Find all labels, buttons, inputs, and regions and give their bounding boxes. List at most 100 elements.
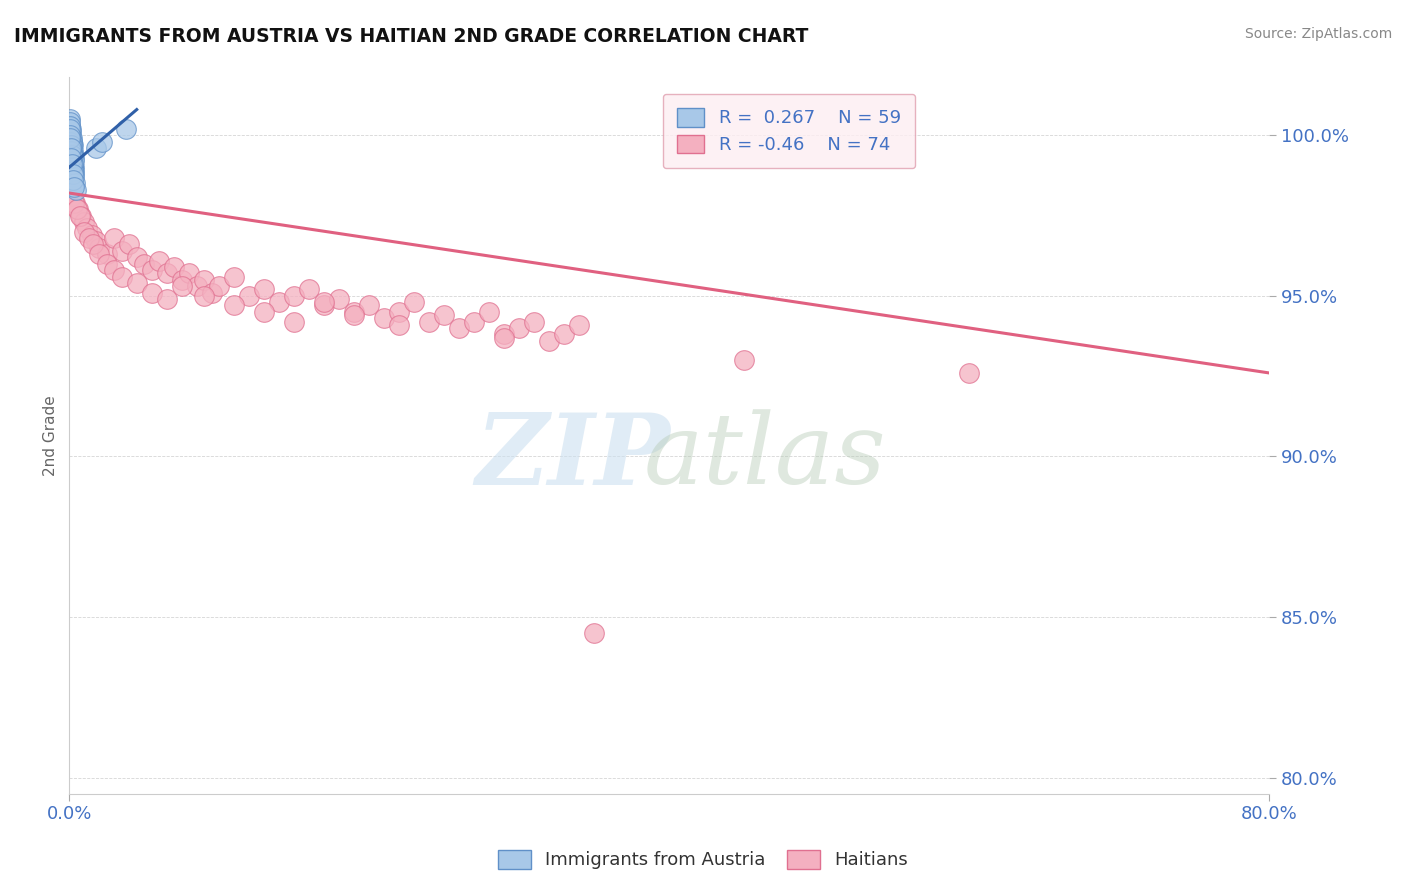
Point [62,161,84,175]
Point [60,135,83,149]
Point [59,128,82,143]
Point [418,314,440,328]
Point [103,263,125,277]
Text: atlas: atlas [644,409,886,505]
Point [118,237,141,252]
Point [59,183,82,197]
Point [60,147,83,161]
Point [201,285,224,300]
Point [494,330,516,344]
Point [60,137,83,152]
Point [103,231,125,245]
Point [66,202,89,216]
Point [343,308,366,322]
Point [63,167,86,181]
Point [170,279,193,293]
Point [115,121,138,136]
Point [328,292,350,306]
Point [60,157,83,171]
Point [89,247,111,261]
Point [63,179,86,194]
Point [314,298,336,312]
Point [77,231,100,245]
Point [957,366,980,380]
Point [59,115,82,129]
Point [69,209,91,223]
Point [60,145,83,159]
Point [62,153,84,168]
Point [238,289,260,303]
Point [60,189,83,203]
Point [433,308,456,322]
Point [163,260,186,274]
Point [253,305,276,319]
Point [62,147,84,161]
Point [186,279,208,293]
Y-axis label: 2nd Grade: 2nd Grade [44,395,58,476]
Point [60,131,83,145]
Point [59,128,82,143]
Point [359,298,381,312]
Point [63,153,86,168]
Point [67,202,90,216]
Point [463,314,485,328]
Point [59,141,82,155]
Point [96,247,118,261]
Point [134,257,156,271]
Point [494,327,516,342]
Text: ZIP: ZIP [475,409,671,505]
Point [388,318,411,332]
Point [59,119,82,133]
Point [84,141,107,155]
Point [96,257,118,271]
Point [84,234,107,248]
Point [59,135,82,149]
Point [62,167,84,181]
Point [179,266,201,280]
Point [62,137,84,152]
Point [60,151,83,165]
Point [224,298,246,312]
Point [125,250,148,264]
Point [193,273,215,287]
Point [224,269,246,284]
Point [269,295,291,310]
Point [59,131,82,145]
Point [60,145,83,159]
Point [253,282,276,296]
Point [60,141,83,155]
Point [125,276,148,290]
Point [298,282,321,296]
Point [62,151,84,165]
Point [449,321,471,335]
Point [733,353,755,368]
Point [60,151,83,165]
Point [59,131,82,145]
Point [63,163,86,178]
Point [170,273,193,287]
Point [59,121,82,136]
Point [283,314,305,328]
Point [62,153,84,168]
Point [60,141,83,155]
Point [91,135,114,149]
Point [59,119,82,133]
Point [373,311,395,326]
Point [62,151,84,165]
Point [60,145,83,159]
Point [62,173,84,187]
Point [62,169,84,184]
Point [80,227,103,242]
Point [59,135,82,149]
Legend: R =  0.267    N = 59, R = -0.46    N = 74: R = 0.267 N = 59, R = -0.46 N = 74 [662,94,915,169]
Point [60,147,83,161]
Point [523,314,546,328]
Text: Source: ZipAtlas.com: Source: ZipAtlas.com [1244,27,1392,41]
Point [141,263,163,277]
Point [478,305,501,319]
Point [65,195,87,210]
Point [60,121,83,136]
Point [89,241,111,255]
Point [63,177,86,191]
Point [283,289,305,303]
